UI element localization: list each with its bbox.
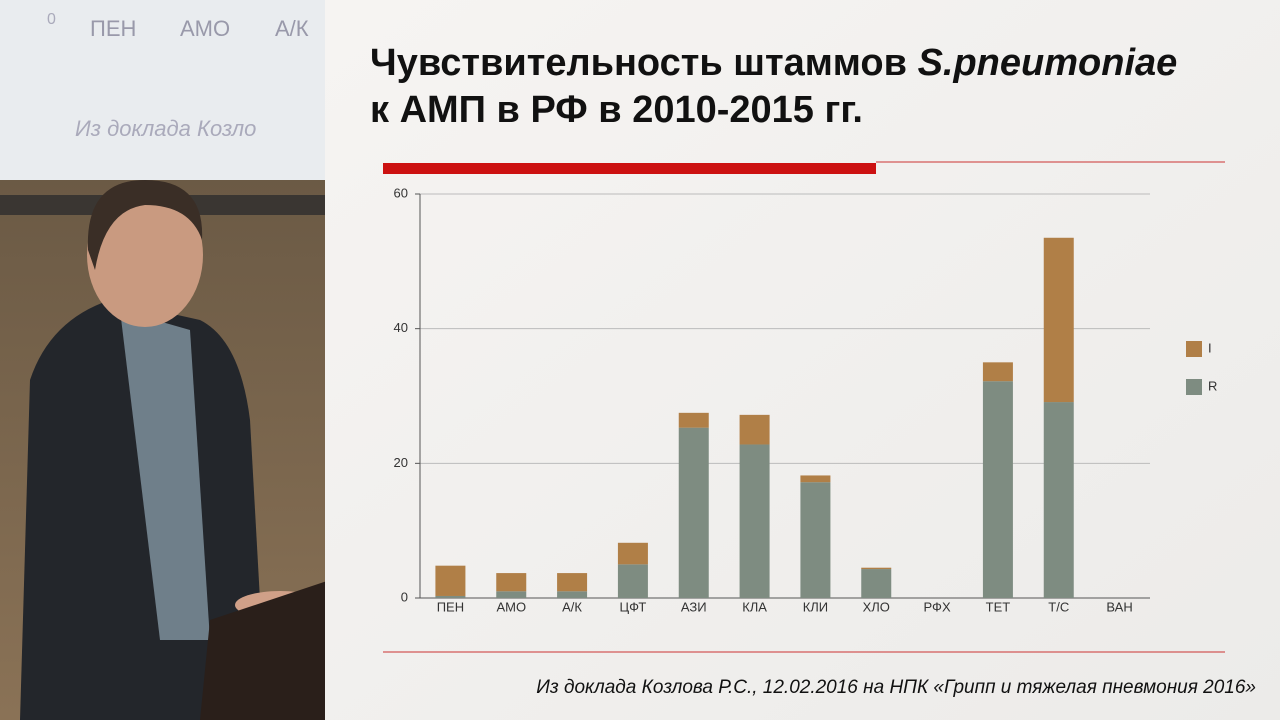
bar-segment [435,565,466,596]
legend-label: R [1208,378,1217,393]
bar-segment [678,427,709,598]
slide [325,0,1280,720]
chart-title: к АМП в РФ в 2010-2015 гг. [370,89,863,131]
bar-segment [617,542,648,565]
chart-title: Чувствительность штаммов S.pneumoniae [370,42,1177,84]
y-tick-label: 0 [401,589,408,604]
title-rule [383,163,876,174]
x-tick-label: КЛА [742,599,767,614]
bar-segment [496,591,527,598]
x-tick-label: Т/С [1048,599,1069,614]
lectern [200,580,330,720]
bar-segment [982,381,1013,598]
plot: 0 20 40 60 ПЕН АМО А/К ЦФТ АЗИ КЛА КЛИ ХЛО РФХ ТЕТ Т/С… [394,185,1218,614]
bar-segment [739,414,770,445]
bg-text: АМО [180,16,230,41]
source: Из доклада Козлова Р.С., 12.02.2016 на Н… [536,677,1256,698]
bar-segment [861,567,892,570]
x-tick-label: А/К [562,599,582,614]
bar-segment [678,412,709,428]
bar-segment [800,482,831,598]
x-tick-label: ЦФТ [620,599,647,614]
bar-segment [617,564,648,598]
speaker-hair [87,180,203,270]
bar-segment [800,475,831,483]
bar-segment [861,569,892,598]
x-tick-label: ХЛО [863,599,890,614]
bg-text: ПЕН [90,16,136,41]
y-tick-label: 20 [394,455,408,470]
x-tick-label: АМО [496,599,526,614]
x-tick-label: РФХ [924,599,951,614]
y-tick-label: 40 [394,320,408,335]
bar-segment [557,591,588,598]
bar-segment [496,573,527,592]
legend-label: I [1208,340,1212,355]
bar-segment [1043,402,1074,598]
legend-swatch [1186,379,1202,395]
bar-segment [435,595,466,598]
x-tick-label: КЛИ [803,599,828,614]
bg-text: 0 [47,11,56,28]
title-part: Чувствительность штаммов [370,42,918,84]
projected-slide [0,0,330,180]
y-tick-label: 60 [394,185,408,200]
bg-text: А/К [275,16,309,41]
bar-segment [1043,237,1074,403]
title-species: S.pneumoniae [918,42,1178,84]
bg-text: Из доклада Козло [75,116,256,141]
speaker-shirt [120,310,210,640]
bar-segment [982,362,1013,382]
bar-segment [557,573,588,592]
x-tick-label: АЗИ [681,599,707,614]
x-tick-label: ТЕТ [986,599,1011,614]
x-tick-label: ВАН [1106,599,1132,614]
bar-segment [739,444,770,598]
legend-swatch [1186,341,1202,357]
x-tick-label: ПЕН [437,599,464,614]
